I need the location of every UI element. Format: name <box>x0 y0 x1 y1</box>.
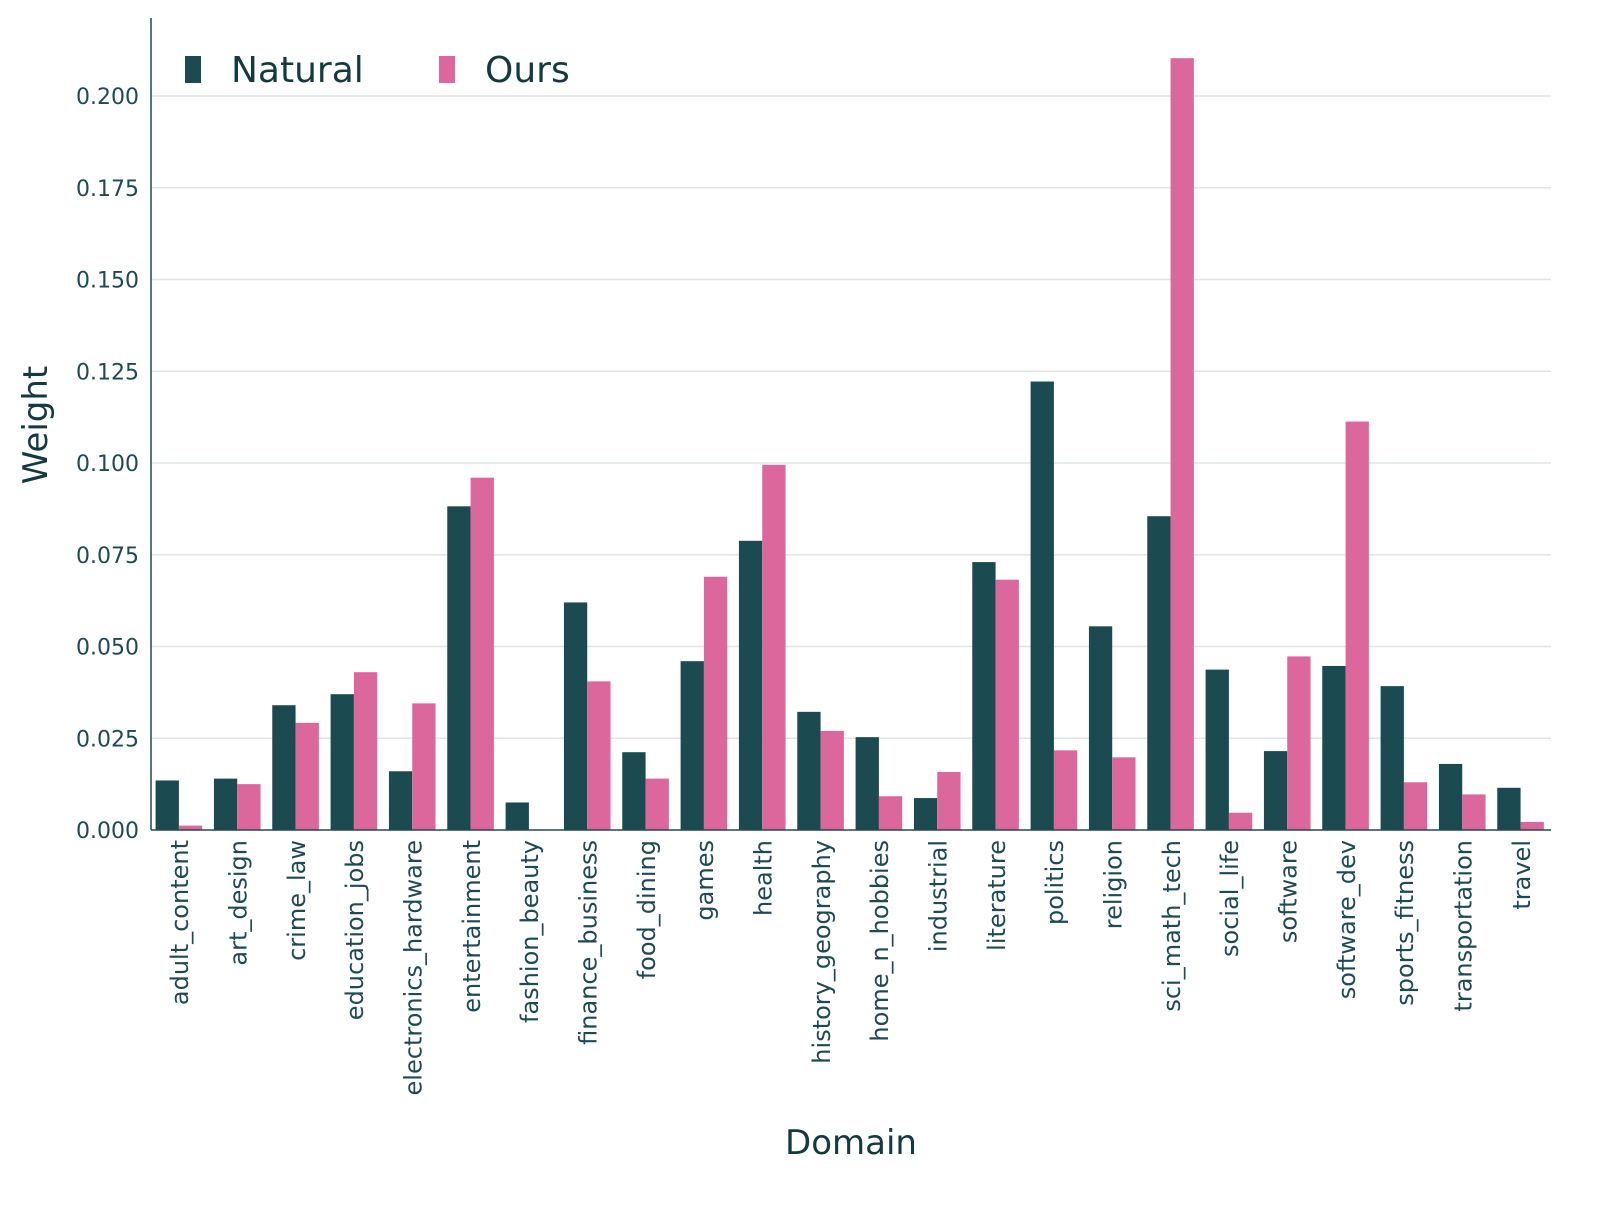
bar-ours-education_jobs <box>353 672 378 830</box>
bar-ours-adult_content <box>178 825 203 830</box>
bar-ours-sports_fitness <box>1403 782 1428 830</box>
x-tick-label: history_geography <box>808 840 836 1064</box>
gridlines <box>151 95 1551 739</box>
x-tick-label: entertainment <box>458 840 486 1013</box>
x-tick-label: fashion_beauty <box>516 840 544 1023</box>
bar-natural-home_n_hobbies <box>855 737 879 830</box>
x-tick-label: religion <box>1100 840 1128 929</box>
x-tick-label: health <box>750 840 778 916</box>
bar-ours-health <box>762 464 786 830</box>
x-tick-label: art_design <box>225 840 253 966</box>
bars <box>155 58 1544 831</box>
x-tick-label: adult_content <box>166 840 194 1005</box>
bar-natural-food_dining <box>622 752 646 830</box>
y-axis-title: Weight <box>16 366 56 484</box>
x-tick-label: social_life <box>1216 840 1244 957</box>
y-tick-label: 0.000 <box>76 819 139 844</box>
bar-ours-transportation <box>1462 794 1486 830</box>
bar-natural-health <box>738 540 763 830</box>
bar-ours-sci_math_tech <box>1170 58 1194 830</box>
x-tick-label: literature <box>983 840 1011 951</box>
x-axis-title: Domain <box>785 1123 917 1163</box>
x-tick-label: home_n_hobbies <box>866 840 894 1042</box>
y-tick-labels: 0.000 0.025 0.050 0.075 0.100 0.125 0.150 0.175… <box>76 85 139 844</box>
x-tick-label: sci_math_tech <box>1158 840 1186 1012</box>
bar-natural-software <box>1263 751 1288 830</box>
bar-ours-entertainment <box>470 477 494 830</box>
bar-natural-education_jobs <box>330 694 354 830</box>
x-tick-label: politics <box>1041 840 1069 925</box>
bar-natural-crime_law <box>272 705 296 830</box>
x-tick-label: food_dining <box>633 840 661 979</box>
bar-natural-sci_math_tech <box>1147 516 1171 830</box>
x-tick-label: industrial <box>925 840 953 952</box>
axes <box>150 18 1551 831</box>
bar-ours-food_dining <box>645 778 669 830</box>
x-tick-label: travel <box>1508 840 1536 910</box>
x-tick-label: crime_law <box>283 840 311 961</box>
bar-ours-religion <box>1112 757 1136 830</box>
bar-natural-industrial <box>913 798 938 830</box>
x-tick-label: finance_business <box>575 840 603 1045</box>
bar-ours-industrial <box>937 772 961 830</box>
bar-natural-software_dev <box>1322 665 1346 830</box>
bar-ours-politics <box>1053 750 1078 830</box>
bar-natural-transportation <box>1438 763 1463 830</box>
y-tick-label: 0.175 <box>76 177 139 202</box>
bar-natural-social_life <box>1205 669 1229 830</box>
bar-natural-history_geography <box>797 711 821 830</box>
bar-natural-art_design <box>213 778 238 830</box>
bar-ours-crime_law <box>295 722 319 830</box>
x-tick-label: education_jobs <box>341 840 369 1020</box>
x-tick-label: software_dev <box>1333 840 1361 999</box>
legend-swatch-ours <box>439 56 455 83</box>
y-tick-label: 0.025 <box>76 727 139 752</box>
bar-ours-travel <box>1520 821 1544 830</box>
bar-natural-games <box>680 661 704 830</box>
y-tick-label: 0.075 <box>76 544 139 569</box>
x-tick-labels: adult_content art_design crime_law educatio… <box>166 840 1536 1095</box>
bar-natural-politics <box>1030 381 1054 830</box>
x-tick-label: sports_fitness <box>1391 840 1419 1006</box>
bar-natural-finance_business <box>563 602 588 830</box>
x-tick-label: software <box>1275 840 1303 943</box>
bar-natural-travel <box>1497 787 1521 830</box>
x-tick-label: electronics_hardware <box>400 840 428 1095</box>
bar-ours-software <box>1287 656 1311 830</box>
bar-ours-history_geography <box>820 730 844 830</box>
bar-natural-entertainment <box>447 506 471 830</box>
legend-label-ours: Ours <box>485 50 570 91</box>
bar-ours-social_life <box>1228 812 1253 830</box>
legend: Natural Ours <box>185 50 570 91</box>
x-tick-label: transportation <box>1450 840 1478 1012</box>
legend-swatch-natural <box>185 56 201 83</box>
bar-ours-art_design <box>237 784 261 831</box>
bar-ours-games <box>703 576 728 830</box>
bar-ours-literature <box>995 579 1019 830</box>
legend-label-natural: Natural <box>231 50 364 91</box>
bar-natural-electronics_hardware <box>388 771 413 830</box>
bar-natural-adult_content <box>155 780 179 831</box>
bar-natural-fashion_beauty <box>505 802 529 830</box>
y-tick-label: 0.100 <box>76 452 139 477</box>
y-tick-label: 0.150 <box>76 269 139 294</box>
bar-natural-sports_fitness <box>1380 686 1404 830</box>
bar-natural-literature <box>972 562 996 830</box>
x-tick-label: games <box>691 840 719 921</box>
bar-natural-religion <box>1088 626 1113 831</box>
bar-ours-electronics_hardware <box>412 703 436 830</box>
bar-ours-home_n_hobbies <box>878 796 903 830</box>
y-tick-label: 0.050 <box>76 636 139 661</box>
y-tick-label: 0.125 <box>76 360 139 385</box>
bar-ours-finance_business <box>587 681 611 830</box>
bar-ours-software_dev <box>1345 421 1369 830</box>
y-tick-label: 0.200 <box>76 85 139 110</box>
